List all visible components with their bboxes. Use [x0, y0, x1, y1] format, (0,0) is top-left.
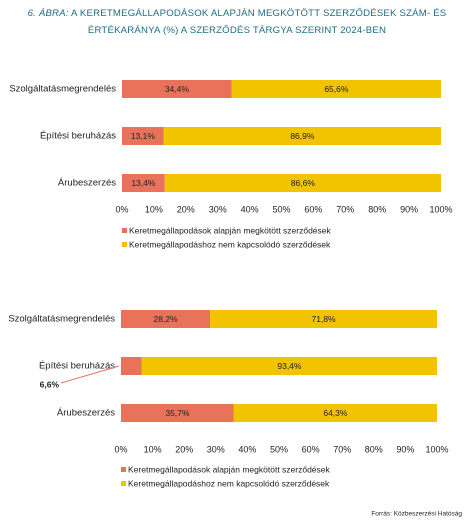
value-label: 13,4% — [131, 178, 156, 188]
value-label: 64,3% — [323, 408, 348, 418]
leader-line — [60, 365, 120, 384]
value-label: 93,4% — [277, 361, 302, 371]
legend-label: Keretmegállapodáshoz nem kapcsolódó szer… — [129, 239, 331, 249]
value-label: 86,6% — [291, 178, 316, 188]
x-tick-label: 10% — [144, 444, 162, 454]
bar-segment — [121, 404, 234, 422]
x-tick-label: 0% — [115, 204, 128, 214]
value-label: 71,8% — [312, 314, 337, 324]
bar-segment — [122, 127, 164, 145]
x-tick-label: 100% — [425, 444, 448, 454]
chart-title: A KERETMEGÁLLAPODÁSOK ALAPJÁN MEGKÖTÖTT … — [71, 8, 447, 36]
x-tick-label: 50% — [272, 204, 290, 214]
legend-label: Keretmegállapodáshoz nem kapcsolódó szer… — [128, 478, 330, 488]
y-tick-label: Szolgáltatásmegrendelés — [9, 84, 116, 95]
bar-segment — [210, 310, 437, 328]
y-tick-label: Szolgáltatásmegrendelés — [8, 314, 115, 325]
bar-segment — [122, 80, 232, 98]
x-tick-label: 60% — [304, 204, 322, 214]
x-tick-label: 80% — [365, 444, 383, 454]
bar-segment — [122, 174, 165, 192]
x-tick-label: 20% — [177, 204, 195, 214]
x-tick-label: 30% — [209, 204, 227, 214]
x-tick-label: 20% — [175, 444, 193, 454]
y-tick-label: Árubeszerzés — [57, 408, 115, 419]
value-label: 34,4% — [165, 84, 190, 94]
x-tick-label: 40% — [241, 204, 259, 214]
legend-swatch — [122, 228, 127, 233]
bar-segment — [231, 80, 441, 98]
x-tick-label: 100% — [429, 204, 452, 214]
y-tick-label: Árubeszerzés — [58, 178, 116, 189]
x-tick-label: 90% — [400, 204, 418, 214]
value-label: 65,6% — [324, 84, 349, 94]
bar-segment — [121, 357, 142, 375]
value-label: 6,6% — [40, 379, 60, 389]
x-tick-label: 60% — [302, 444, 320, 454]
x-tick-label: 80% — [368, 204, 386, 214]
x-tick-label: 90% — [396, 444, 414, 454]
bar-segment — [163, 127, 441, 145]
y-tick-label: Építési beruházás — [39, 361, 115, 372]
x-tick-label: 10% — [145, 204, 163, 214]
bar-segment — [164, 174, 441, 192]
x-tick-label: 30% — [207, 444, 225, 454]
value-label: 86,9% — [290, 131, 315, 141]
bar-segment — [233, 404, 437, 422]
x-tick-label: 0% — [114, 444, 127, 454]
figure-label: 6. ÁBRA: — [27, 8, 69, 19]
x-tick-label: 70% — [333, 444, 351, 454]
legend-swatch — [121, 467, 126, 472]
bar-segment — [141, 357, 437, 375]
value-label: 13,1% — [131, 131, 156, 141]
value-label: 28,2% — [154, 314, 179, 324]
value-label: 35,7% — [165, 408, 190, 418]
x-tick-label: 40% — [238, 444, 256, 454]
y-tick-label: Építési beruházás — [40, 131, 116, 142]
legend-swatch — [121, 481, 126, 486]
bar-segment — [121, 310, 211, 328]
chart-title-block: 6. ÁBRA: A KERETMEGÁLLAPODÁSOK ALAPJÁN M… — [12, 5, 462, 39]
source: Forrás: Közbeszerzési Hatóság — [371, 511, 462, 518]
legend-label: Keretmegállapodások alapján megkötött sz… — [129, 225, 332, 235]
legend-label: Keretmegállapodások alapján megkötött sz… — [128, 464, 331, 474]
legend-swatch — [122, 242, 127, 247]
x-tick-label: 50% — [270, 444, 288, 454]
x-tick-label: 70% — [336, 204, 354, 214]
